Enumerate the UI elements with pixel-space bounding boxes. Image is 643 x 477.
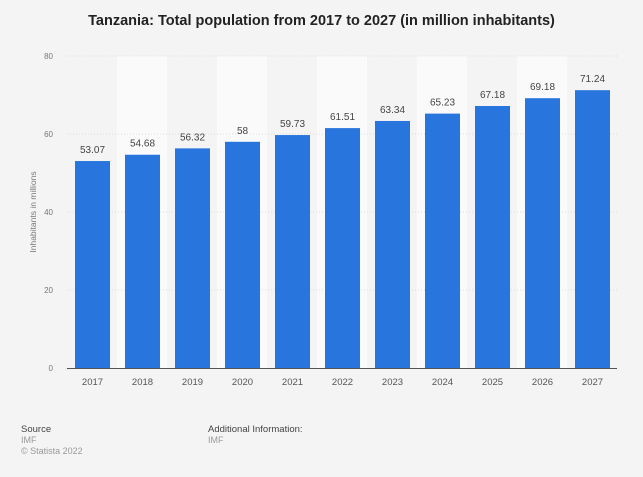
bar-2018 — [125, 154, 160, 368]
data-label: 63.34 — [380, 105, 405, 116]
source-label: Source — [21, 424, 52, 435]
y-tick-label: 80 — [44, 52, 53, 61]
x-tick-label: 2022 — [332, 377, 353, 388]
bar-2019 — [175, 148, 210, 368]
additional-info-block: Additional Information: IMF — [208, 424, 303, 446]
x-tick-label: 2026 — [532, 377, 553, 388]
x-tick-label: 2018 — [132, 377, 153, 388]
bar-2024 — [425, 113, 460, 368]
data-label: 58 — [237, 126, 249, 137]
additional-info-label: Additional Information: — [208, 424, 303, 435]
y-tick-label: 0 — [49, 364, 54, 373]
data-label: 67.18 — [480, 90, 505, 101]
y-tick-label: 60 — [44, 130, 53, 139]
x-tick-label: 2021 — [282, 377, 303, 388]
data-label: 54.68 — [130, 139, 155, 150]
data-label: 65.23 — [430, 98, 455, 109]
bar-2026 — [525, 98, 560, 368]
bar-2025 — [475, 105, 510, 369]
bar-2023 — [375, 120, 410, 368]
source-block: Source IMF © Statista 2022 — [21, 424, 83, 457]
data-label: 69.18 — [530, 82, 555, 93]
data-label: 56.32 — [180, 132, 205, 143]
bar-chart: 0 20 40 60 80 Inhabitants in millions 53.07 201… — [28, 52, 617, 388]
data-label: 53.07 — [80, 145, 105, 156]
additional-info-value: IMF — [208, 435, 224, 445]
x-tick-label: 2020 — [232, 377, 253, 388]
data-label: 59.73 — [280, 119, 305, 130]
bar-2020 — [225, 141, 260, 368]
x-tick-label: 2019 — [182, 377, 203, 388]
bar-2027 — [575, 90, 610, 368]
source-value[interactable]: IMF — [21, 435, 37, 445]
chart-title: Tanzania: Total population from 2017 to … — [88, 13, 555, 29]
x-tick-label: 2025 — [482, 377, 503, 388]
x-tick-label: 2024 — [432, 377, 453, 388]
data-label: 71.24 — [580, 74, 605, 85]
y-tick-label: 20 — [44, 286, 53, 295]
bar-2017 — [75, 161, 110, 368]
data-label: 61.51 — [330, 112, 355, 123]
copyright[interactable]: © Statista 2022 — [21, 446, 83, 456]
x-tick-label: 2023 — [382, 377, 403, 388]
bar-2021 — [275, 135, 310, 368]
y-axis-label: Inhabitants in millions — [28, 171, 38, 252]
y-tick-label: 40 — [44, 208, 53, 217]
x-tick-label: 2027 — [582, 377, 603, 388]
x-tick-label: 2017 — [82, 377, 103, 388]
bar-2022 — [325, 128, 360, 368]
